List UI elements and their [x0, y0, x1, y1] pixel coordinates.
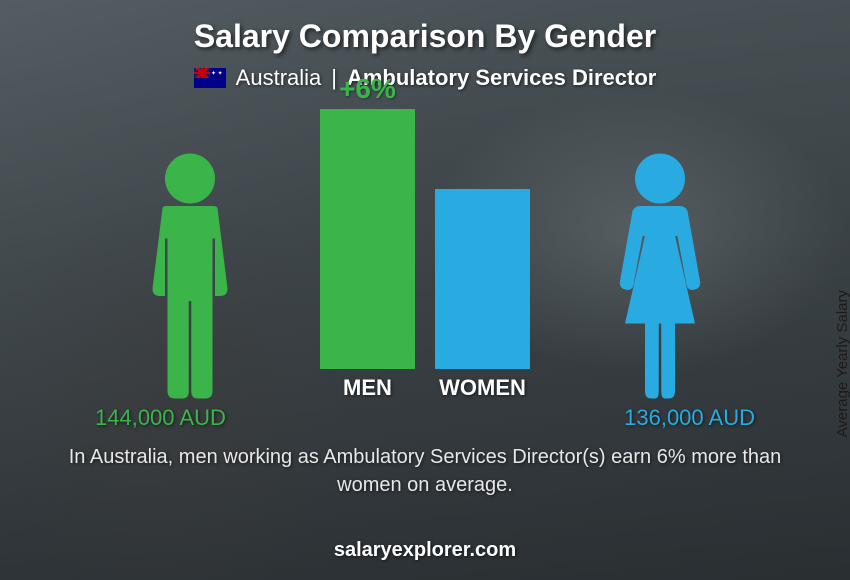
page-title: Salary Comparison By Gender [0, 0, 850, 55]
men-bar: +6% MEN [320, 109, 415, 401]
country-label: Australia [236, 65, 322, 91]
female-person-icon [595, 151, 725, 401]
women-bar: WOMEN [435, 189, 530, 401]
australia-flag-icon [194, 68, 226, 88]
chart-description: In Australia, men working as Ambulatory … [60, 443, 790, 499]
men-pct-label: +6% [320, 73, 415, 105]
women-bar-label: WOMEN [435, 375, 530, 401]
men-bar-rect [320, 109, 415, 369]
salary-chart: +6% MEN WOMEN 144,000 AUD 136,000 AUD [105, 111, 745, 431]
women-bar-rect [435, 189, 530, 369]
subtitle-row: Australia | Ambulatory Services Director [0, 65, 850, 91]
footer-site: salaryexplorer.com [0, 539, 850, 562]
men-bar-label: MEN [320, 375, 415, 401]
men-salary-value: 144,000 AUD [95, 405, 226, 431]
male-person-icon [125, 151, 255, 401]
women-salary-value: 136,000 AUD [624, 405, 755, 431]
y-axis-label: Average Yearly Salary [834, 290, 850, 437]
